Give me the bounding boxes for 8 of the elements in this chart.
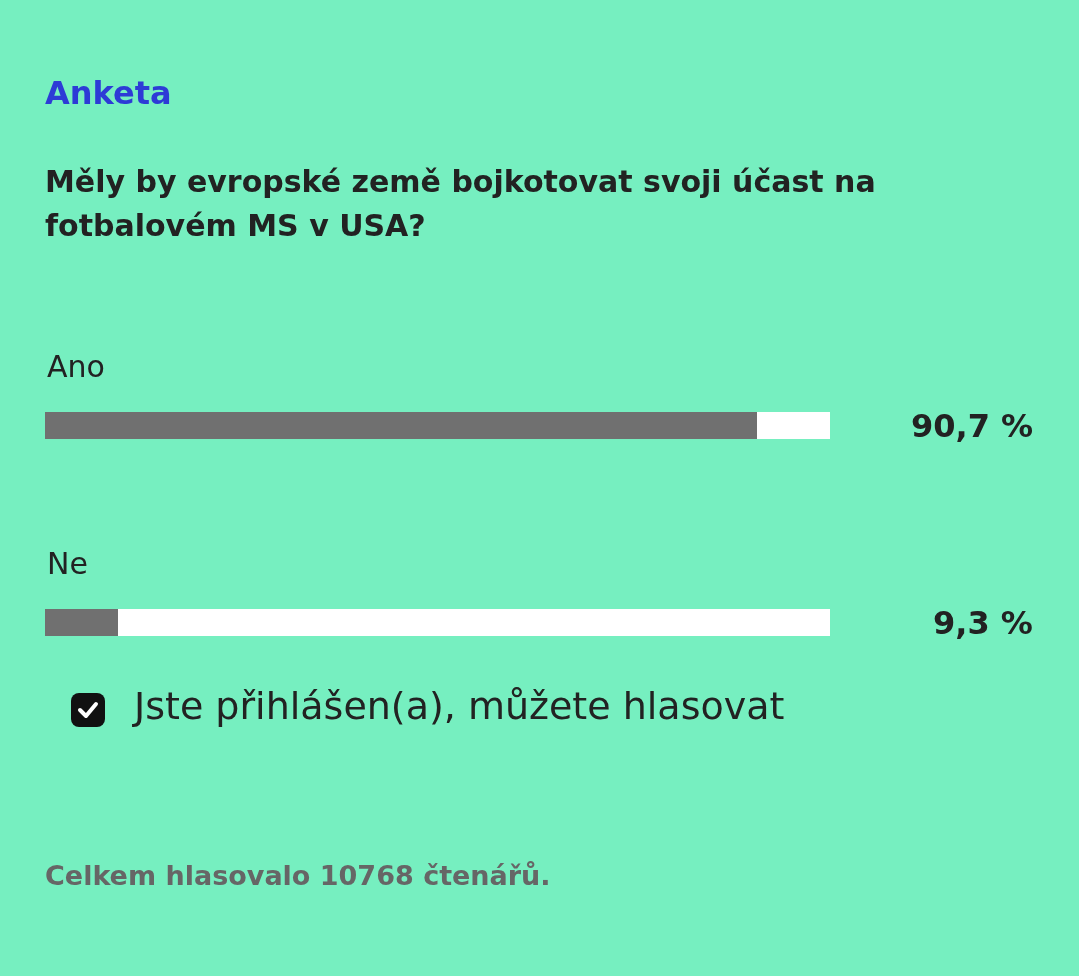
chart-title: Anketa bbox=[45, 74, 172, 112]
chart-subtitle: Měly by evropské země bojkotovat svoji účast na fotbalovém MS v USA? bbox=[45, 163, 877, 245]
data-label: 90,7 % bbox=[911, 407, 1034, 445]
text: Celkem hlasovalo 10768 čtenářů. bbox=[45, 860, 551, 891]
y-tick-label: Ano bbox=[47, 349, 105, 384]
data-label: 9,3 % bbox=[933, 604, 1033, 642]
y-tick-label: Ne bbox=[47, 546, 88, 581]
text: Jste přihlášen(a), můžete hlasovat bbox=[134, 684, 785, 728]
